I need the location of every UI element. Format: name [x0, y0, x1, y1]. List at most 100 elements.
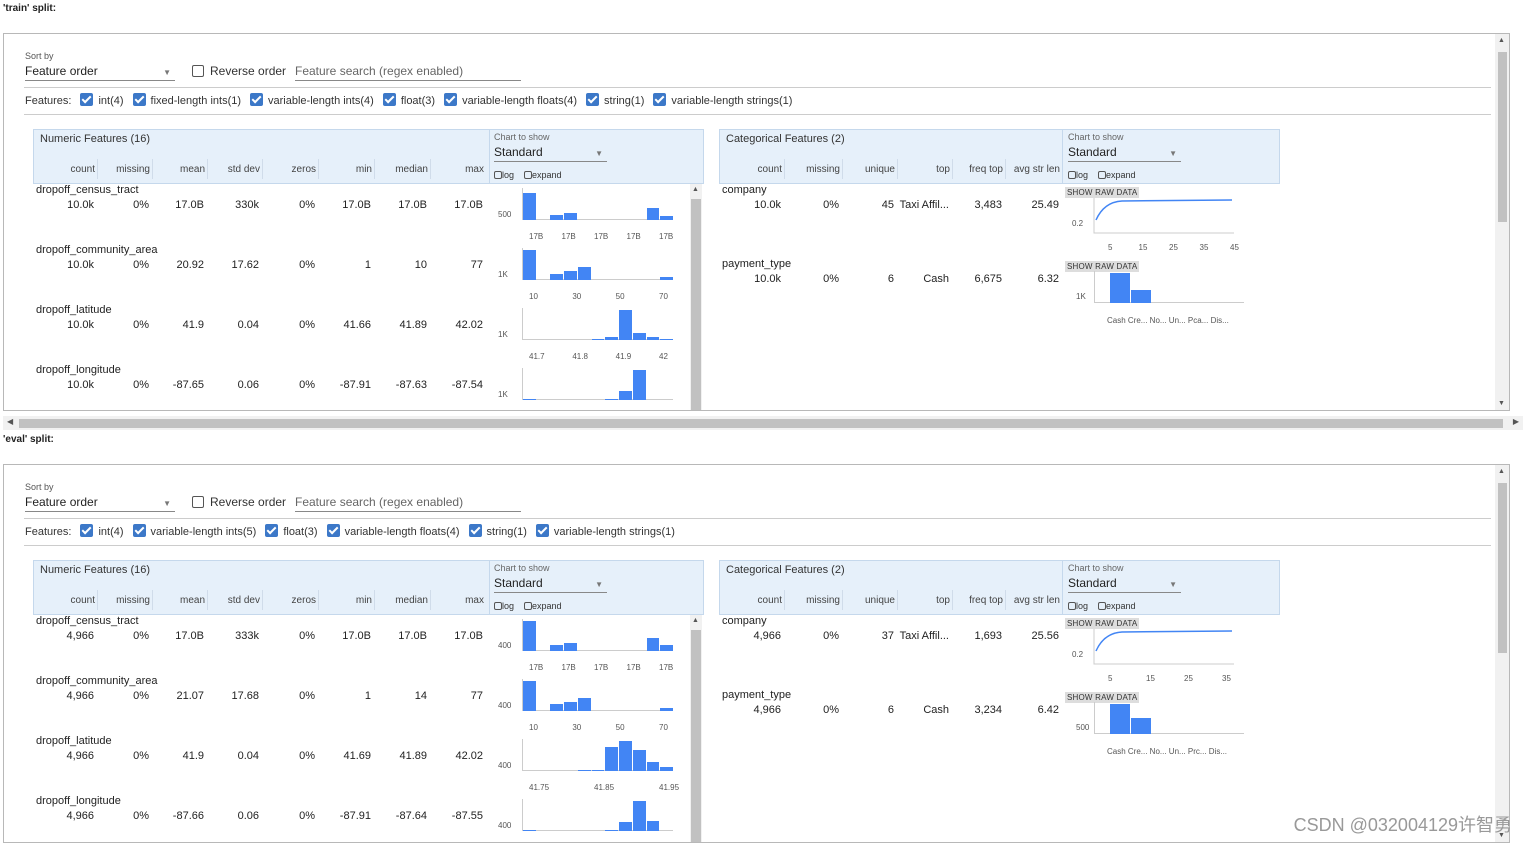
horizontal-scrollbar[interactable]: ◀ ▶: [3, 416, 1523, 430]
expand-toggle[interactable]: expand: [1098, 170, 1136, 180]
column-header[interactable]: mean: [152, 590, 207, 610]
feature-type-checkbox[interactable]: [326, 524, 340, 537]
column-header[interactable]: mean: [152, 159, 207, 179]
feature-name[interactable]: dropoff_longitude: [36, 795, 121, 807]
log-checkbox[interactable]: [494, 171, 502, 179]
histogram-bar[interactable]: [646, 820, 660, 831]
histogram-bar[interactable]: [646, 762, 660, 771]
feature-type-checkbox[interactable]: [586, 93, 600, 106]
numeric-chart-select[interactable]: Standard ▼: [494, 576, 607, 593]
column-header[interactable]: min: [318, 159, 374, 179]
histogram-bar[interactable]: [523, 398, 536, 400]
feature-name[interactable]: dropoff_latitude: [36, 735, 112, 747]
column-header[interactable]: missing: [97, 159, 152, 179]
categorical-chart-select[interactable]: Standard ▼: [1068, 145, 1181, 162]
feature-type-filter[interactable]: variable-length strings(1): [535, 524, 675, 538]
histogram-bar[interactable]: [591, 769, 605, 771]
feature-name[interactable]: dropoff_census_tract: [36, 615, 139, 627]
reverse-order-toggle[interactable]: Reverse order: [192, 64, 286, 78]
feature-type-checkbox[interactable]: [250, 93, 264, 106]
histogram-bar[interactable]: [523, 829, 536, 831]
column-header[interactable]: count: [70, 595, 95, 606]
log-checkbox[interactable]: [494, 602, 502, 610]
feature-type-checkbox[interactable]: [382, 93, 396, 106]
feature-type-checkbox[interactable]: [132, 93, 146, 106]
histogram-bar[interactable]: [660, 708, 673, 711]
feature-name[interactable]: company: [722, 615, 767, 627]
histogram-bar[interactable]: [605, 398, 619, 400]
cdf-line[interactable]: [1095, 630, 1233, 652]
scroll-thumb[interactable]: [19, 419, 1503, 428]
histogram-bar[interactable]: [564, 702, 577, 711]
show-raw-data-button[interactable]: SHOW RAW DATA: [1065, 187, 1140, 198]
category-bar[interactable]: [1110, 273, 1130, 303]
reverse-order-checkbox[interactable]: [192, 496, 204, 508]
log-checkbox[interactable]: [1068, 602, 1076, 610]
feature-type-checkbox[interactable]: [132, 524, 146, 537]
feature-type-filter[interactable]: int(4): [80, 93, 124, 107]
reverse-order-toggle[interactable]: Reverse order: [192, 495, 286, 509]
feature-name[interactable]: company: [722, 184, 767, 196]
histogram-bar[interactable]: [550, 274, 564, 280]
feature-name[interactable]: payment_type: [722, 258, 792, 270]
sort-order-select[interactable]: Feature order ▼: [25, 495, 175, 512]
histogram-bar[interactable]: [646, 637, 660, 651]
histogram-bar[interactable]: [550, 645, 564, 651]
histogram-bar[interactable]: [564, 212, 577, 220]
log-toggle[interactable]: log: [1068, 601, 1088, 611]
feature-type-filter[interactable]: float(3): [265, 524, 318, 538]
feature-name[interactable]: dropoff_latitude: [36, 304, 112, 316]
feature-type-filter[interactable]: variable-length strings(1): [653, 93, 792, 107]
expand-toggle[interactable]: expand: [524, 170, 562, 180]
histogram-bar[interactable]: [660, 277, 673, 280]
feature-type-filter[interactable]: string(1): [586, 93, 644, 107]
feature-type-filter[interactable]: fixed-length ints(1): [132, 93, 241, 107]
feature-type-checkbox[interactable]: [468, 524, 482, 537]
histogram-bar[interactable]: [564, 271, 577, 280]
panel-vertical-scrollbar[interactable]: ▲ ▼: [1495, 465, 1509, 842]
category-bar[interactable]: [1131, 289, 1151, 303]
column-header[interactable]: zeros: [262, 159, 318, 179]
histogram-chart[interactable]: [522, 739, 673, 771]
cdf-chart[interactable]: [1092, 196, 1234, 234]
feature-type-filter[interactable]: variable-length ints(5): [132, 524, 256, 538]
expand-checkbox[interactable]: [1098, 171, 1106, 179]
feature-name[interactable]: dropoff_longitude: [36, 364, 121, 376]
column-header[interactable]: unique: [842, 159, 897, 179]
histogram-chart[interactable]: [522, 248, 673, 280]
show-raw-data-button[interactable]: SHOW RAW DATA: [1065, 618, 1140, 629]
log-toggle[interactable]: log: [494, 601, 514, 611]
histogram-bar[interactable]: [660, 766, 673, 771]
histogram-bar[interactable]: [523, 621, 536, 651]
numeric-chart-select[interactable]: Standard ▼: [494, 145, 607, 162]
feature-type-filter[interactable]: variable-length floats(4): [444, 93, 577, 107]
feature-type-filter[interactable]: string(1): [468, 524, 527, 538]
expand-toggle[interactable]: expand: [1098, 601, 1136, 611]
feature-type-checkbox[interactable]: [80, 524, 94, 537]
column-header[interactable]: freq top: [952, 590, 1005, 610]
histogram-bar[interactable]: [577, 266, 591, 280]
histogram-bar[interactable]: [577, 770, 591, 771]
scroll-thumb[interactable]: [691, 630, 701, 842]
category-bar[interactable]: [1110, 704, 1130, 734]
feature-type-checkbox[interactable]: [653, 93, 667, 106]
feature-type-filter[interactable]: variable-length floats(4): [326, 524, 460, 538]
column-header[interactable]: zeros: [262, 590, 318, 610]
scroll-down-icon[interactable]: ▼: [1498, 400, 1505, 407]
scroll-thumb[interactable]: [691, 199, 701, 410]
histogram-bar[interactable]: [577, 697, 591, 711]
feature-search-input[interactable]: Feature search (regex enabled): [295, 495, 521, 512]
cdf-chart[interactable]: [1092, 627, 1234, 665]
histogram-chart[interactable]: [522, 368, 673, 400]
expand-checkbox[interactable]: [1098, 602, 1106, 610]
column-header[interactable]: median: [374, 159, 430, 179]
histogram-bar[interactable]: [632, 750, 646, 771]
cdf-line[interactable]: [1095, 199, 1233, 221]
log-toggle[interactable]: log: [494, 170, 514, 180]
feature-name[interactable]: payment_type: [722, 689, 792, 701]
feature-type-filter[interactable]: float(3): [382, 93, 435, 107]
expand-checkbox[interactable]: [524, 171, 532, 179]
column-header[interactable]: std dev: [207, 590, 262, 610]
feature-name[interactable]: dropoff_census_tract: [36, 184, 139, 196]
scroll-up-icon[interactable]: ▲: [692, 186, 699, 193]
